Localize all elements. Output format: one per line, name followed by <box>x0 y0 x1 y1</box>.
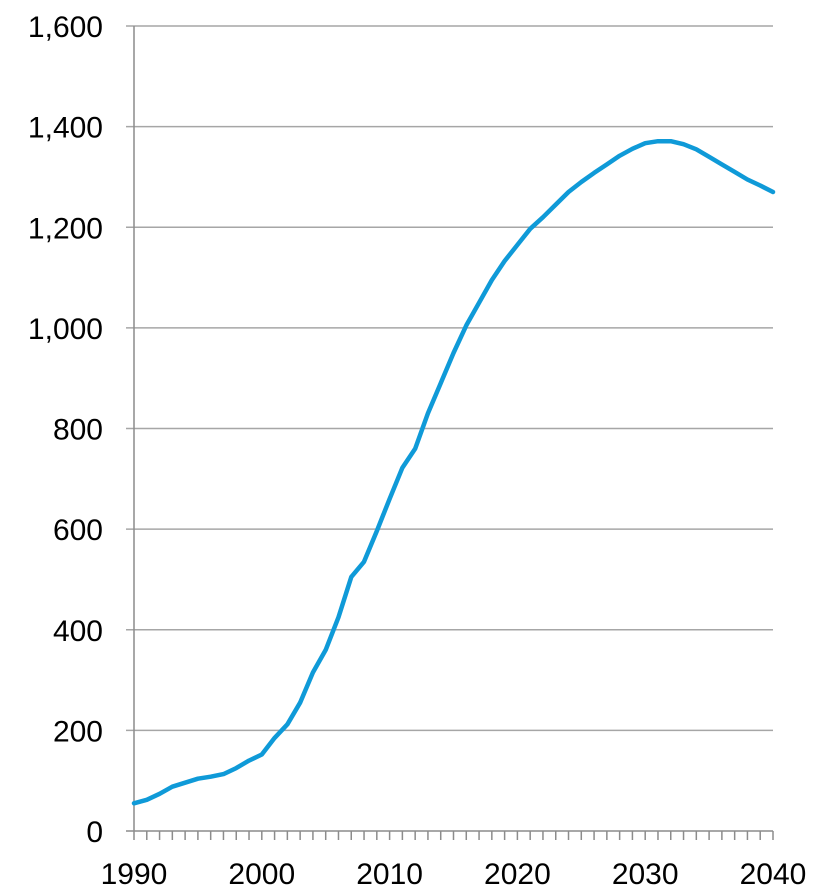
y-tick-label-400: 400 <box>53 615 103 648</box>
y-tick-label-1000: 1,000 <box>28 313 103 346</box>
x-tick-label-2000: 2000 <box>228 858 295 891</box>
y-tick-label-200: 200 <box>53 715 103 748</box>
x-tick-label-2030: 2030 <box>612 858 679 891</box>
x-tick-label-2010: 2010 <box>356 858 423 891</box>
axes <box>126 26 774 840</box>
series-layer <box>131 138 776 806</box>
y-axis-tick-labels: 0 200 400 600 800 1,000 1,200 1,400 1,600 <box>28 11 103 849</box>
x-tick-label-2040: 2040 <box>740 858 807 891</box>
x-axis-tick-labels: 1990 2000 2010 2020 2030 2040 <box>101 858 807 891</box>
x-tick-label-2020: 2020 <box>484 858 551 891</box>
y-tick-label-800: 800 <box>53 414 103 447</box>
y-tick-label-1200: 1,200 <box>28 212 103 245</box>
y-tick-label-1600: 1,600 <box>28 11 103 44</box>
y-tick-label-600: 600 <box>53 514 103 547</box>
y-tick-label-1400: 1,400 <box>28 112 103 145</box>
x-tick-label-1990: 1990 <box>101 858 168 891</box>
gridlines <box>126 25 773 732</box>
y-tick-label-0: 0 <box>86 816 103 849</box>
series-line-0 <box>131 138 776 806</box>
